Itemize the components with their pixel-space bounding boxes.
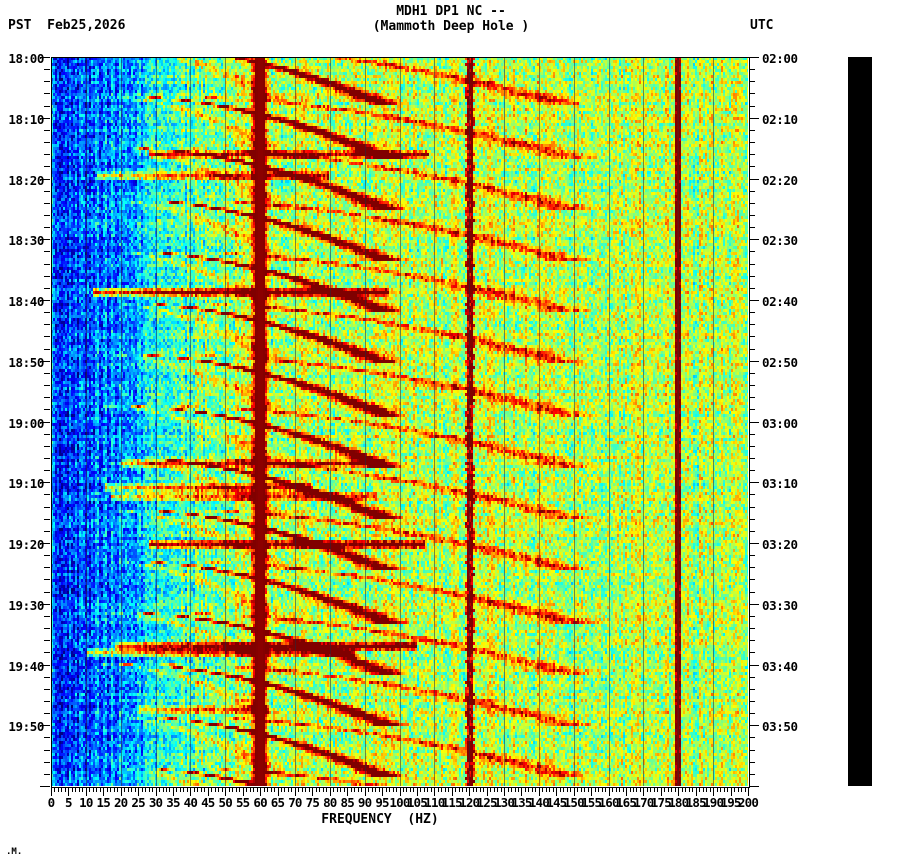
freq-tick-label: 65 (270, 795, 285, 810)
time-tick-label-utc: 03:50 (762, 719, 798, 735)
time-tick-label-utc: 03:10 (762, 476, 798, 492)
timezone-left-label: PST Feb25,2026 (8, 18, 125, 33)
freq-tick-label: 90 (357, 795, 372, 810)
time-tick-label-utc: 02:20 (762, 172, 798, 188)
freq-tick-label: 55 (235, 795, 250, 810)
freq-tick-label: 150 (563, 795, 585, 810)
freq-tick-label: 30 (148, 795, 163, 810)
freq-tick-label: 20 (113, 795, 128, 810)
spectrogram-canvas[interactable] (51, 57, 748, 786)
freq-tick-label: 60 (253, 795, 267, 810)
time-tick-label-pst: 18:10 (8, 111, 44, 127)
time-tick-label-pst: 19:00 (8, 415, 44, 431)
time-tick-label-pst: 18:30 (8, 233, 44, 249)
freq-tick-label: 180 (668, 795, 689, 810)
freq-tick-label: 85 (340, 795, 354, 810)
freq-tick-label: 75 (305, 795, 320, 810)
freq-tick-label: 190 (703, 795, 724, 810)
freq-tick-label: 0 (47, 795, 56, 810)
freq-tick-label: 10 (79, 795, 93, 810)
freq-tick-label: 165 (615, 795, 637, 810)
time-tick-label-utc: 02:40 (762, 294, 798, 309)
freq-tick-label: 195 (720, 795, 741, 810)
time-tick-label-utc: 02:00 (762, 51, 798, 66)
freq-tick-label: 110 (424, 795, 445, 810)
time-tick-label-pst: 19:50 (8, 719, 44, 735)
freq-tick-label: 70 (288, 795, 302, 810)
time-tick-label-utc: 02:10 (762, 111, 798, 127)
time-tick-label-pst: 19:40 (8, 658, 44, 674)
time-tick-label-pst: 19:30 (8, 597, 44, 613)
freq-tick-label: 100 (389, 795, 410, 810)
freq-tick-label: 25 (131, 795, 145, 810)
freq-tick-label: 125 (476, 795, 498, 810)
freq-tick-label: 5 (65, 795, 73, 810)
timezone-left-zone: PST (8, 18, 32, 33)
time-tick-label-utc: 02:50 (762, 354, 798, 370)
freq-tick-label: 40 (183, 795, 198, 810)
freq-tick-label: 95 (375, 795, 389, 810)
time-tick-label-utc: 03:00 (762, 415, 798, 431)
freq-tick-label: 120 (459, 795, 480, 810)
chart-title-line1: MDH1 DP1 NC -- (396, 4, 506, 19)
frequency-axis-title: FREQUENCY (HZ) (321, 812, 439, 827)
freq-tick-label: 45 (201, 795, 215, 810)
time-tick-label-pst: 18:40 (8, 294, 44, 309)
freq-tick-label: 130 (493, 795, 515, 810)
time-tick-label-pst: 18:00 (8, 51, 44, 66)
spectrogram-plot[interactable] (51, 57, 748, 786)
freq-tick-label: 170 (633, 795, 654, 810)
freq-tick-label: 15 (96, 795, 111, 810)
time-tick-label-utc: 03:40 (762, 658, 798, 674)
freq-tick-label: 160 (598, 795, 620, 810)
freq-tick-label: 140 (528, 795, 550, 810)
time-tick-label-pst: 19:20 (8, 537, 44, 552)
time-tick-label-utc: 03:20 (762, 537, 798, 552)
time-tick-label-utc: 03:30 (762, 597, 798, 613)
freq-tick-label: 115 (441, 795, 463, 810)
freq-tick-label: 80 (323, 795, 337, 810)
colorbar-black-strip (848, 57, 872, 786)
timezone-left-date: Feb25,2026 (47, 18, 126, 33)
freq-tick-label: 105 (406, 795, 428, 810)
freq-tick-label: 35 (166, 795, 180, 810)
freq-tick-label: 50 (218, 795, 233, 810)
freq-tick-label: 135 (511, 795, 532, 810)
freq-tick-label: 185 (685, 795, 707, 810)
time-tick-label-pst: 18:20 (8, 172, 44, 188)
freq-tick-label: 200 (737, 795, 759, 810)
time-tick-label-pst: 19:10 (8, 476, 44, 492)
freq-tick-label: 175 (650, 795, 672, 810)
timezone-right-label: UTC (750, 18, 774, 33)
chart-title-line2: (Mammoth Deep Hole ) (372, 19, 530, 34)
time-tick-label-utc: 02:30 (762, 233, 798, 249)
corner-mark: .M. (6, 847, 23, 857)
freq-tick-label: 155 (581, 795, 602, 810)
time-tick-label-pst: 18:50 (8, 354, 44, 370)
freq-tick-label: 145 (546, 795, 567, 810)
